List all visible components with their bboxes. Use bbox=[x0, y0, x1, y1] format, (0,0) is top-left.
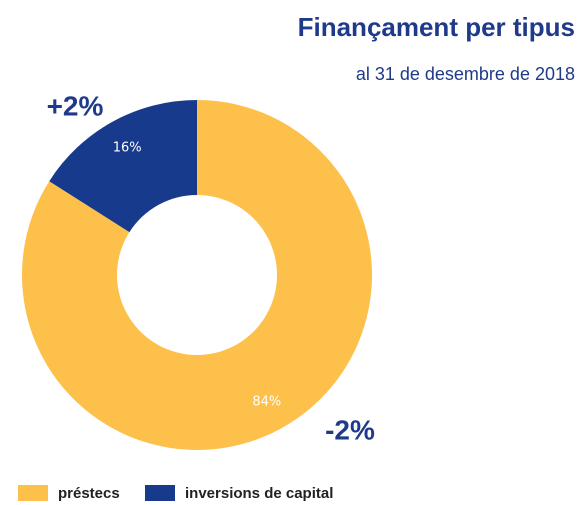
data-label: 16% bbox=[113, 140, 142, 155]
donut-segment bbox=[49, 99, 197, 233]
donut-segment bbox=[21, 100, 373, 450]
legend-swatch bbox=[18, 485, 48, 501]
legend-label: préstecs bbox=[58, 485, 120, 502]
chart-title: Finançament per tipus bbox=[298, 12, 575, 42]
chart-subtitle: al 31 de desembre de 2018 bbox=[356, 64, 575, 84]
annotation: -2% bbox=[325, 414, 375, 445]
annotation: +2% bbox=[47, 90, 104, 121]
legend-swatch bbox=[145, 485, 175, 501]
data-label: 84% bbox=[252, 395, 281, 410]
legend-label: inversions de capital bbox=[185, 485, 333, 502]
